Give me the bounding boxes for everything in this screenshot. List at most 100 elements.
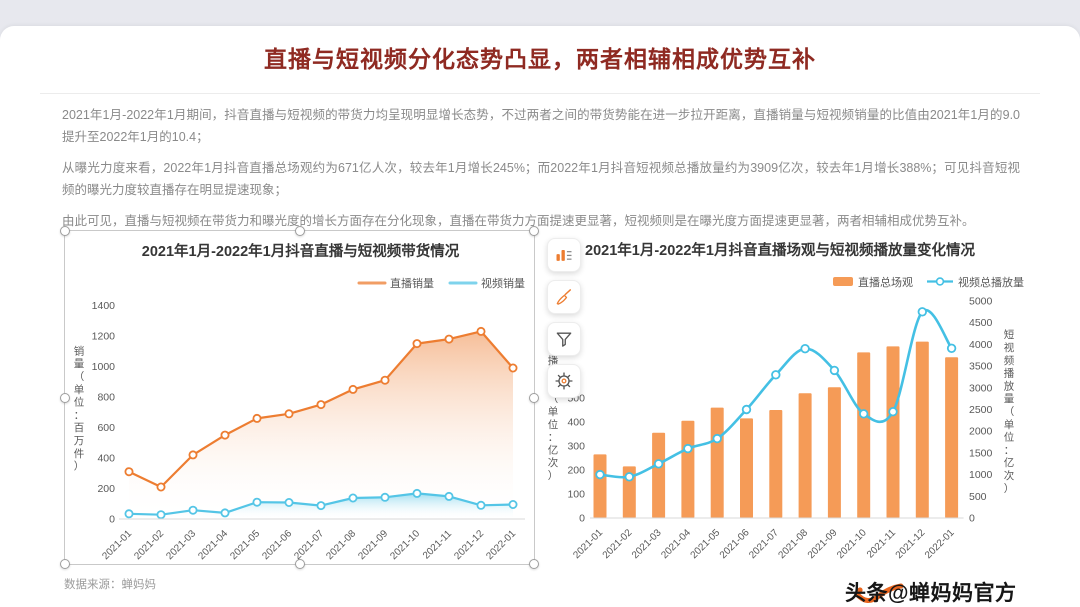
svg-text:放: 放 [1004, 379, 1015, 392]
y-axis-labels: 0 200 400 600 800 1000 1200 1400 [92, 300, 116, 526]
svg-text:：: ： [548, 432, 559, 444]
svg-text:百: 百 [74, 422, 85, 434]
line-markers [595, 307, 957, 482]
svg-text:2021-07: 2021-07 [292, 528, 326, 562]
selection-handle-top-middle[interactable] [294, 226, 305, 236]
svg-text:1200: 1200 [92, 331, 116, 343]
watermark: 头条@蝉妈妈官方 [845, 577, 1016, 607]
summary-paragraphs: 2021年1月-2022年1月期间，抖音直播与短视频的带货力均呈现明显增长态势，… [62, 104, 1020, 241]
svg-text:4500: 4500 [969, 317, 993, 329]
svg-text:2021-04: 2021-04 [196, 528, 230, 562]
paragraph-2: 从曝光力度来看，2022年1月抖音直播总场观约为671亿人次，较去年1月增长24… [62, 161, 1020, 197]
selection-handle-middle-left[interactable] [60, 392, 70, 403]
x-axis-labels: 2021-012021-022021-032021-042021-052021-… [571, 527, 957, 561]
svg-text:量: 量 [1004, 393, 1015, 405]
right-chart-object[interactable]: 2021年1月-2022年1月抖音直播场观与短视频播放量变化情况 直播总场观 视频总… [545, 230, 1035, 565]
selection-handle-bottom-left[interactable] [60, 559, 70, 569]
svg-text:2021-08: 2021-08 [776, 527, 810, 561]
title-divider [40, 93, 1040, 94]
svg-text:频: 频 [1004, 354, 1015, 367]
svg-text:2021-01: 2021-01 [100, 528, 134, 562]
svg-text:3000: 3000 [969, 382, 993, 394]
svg-text:亿: 亿 [1004, 456, 1015, 469]
svg-text:单: 单 [548, 406, 559, 418]
svg-text:1000: 1000 [969, 469, 993, 481]
svg-text:2022-01: 2022-01 [484, 528, 518, 562]
chart-type-icon [556, 250, 572, 261]
right-y-axis-title: 短视频播放量（单位：亿次） [1004, 328, 1015, 495]
svg-text:2021-11: 2021-11 [421, 528, 455, 562]
svg-text:）: ） [1004, 483, 1015, 495]
svg-text:4000: 4000 [969, 339, 993, 351]
svg-text:2021-12: 2021-12 [894, 527, 928, 561]
svg-text:2021-04: 2021-04 [659, 527, 693, 561]
svg-text:200: 200 [567, 465, 585, 477]
svg-text:播: 播 [548, 354, 559, 367]
svg-text:2021-10: 2021-10 [388, 528, 422, 562]
svg-text:800: 800 [97, 392, 115, 404]
svg-text:2021-05: 2021-05 [228, 528, 262, 562]
svg-text:位: 位 [74, 396, 85, 409]
selection-handle-top-right[interactable] [529, 226, 539, 236]
svg-text:次: 次 [548, 456, 559, 469]
svg-text:2021-08: 2021-08 [324, 528, 358, 562]
selection-handle-top-left[interactable] [60, 226, 70, 236]
svg-text:量: 量 [74, 358, 85, 370]
chart-style-button[interactable] [547, 280, 581, 314]
series-markers-0 [124, 326, 518, 492]
chart-settings-button[interactable] [547, 364, 581, 398]
svg-text:件: 件 [74, 448, 85, 460]
svg-text:400: 400 [567, 417, 585, 429]
svg-text:单: 单 [1004, 419, 1015, 431]
svg-text:直播销量: 直播销量 [390, 276, 434, 290]
chart-toolbar [547, 238, 581, 398]
svg-text:2022-01: 2022-01 [923, 527, 957, 561]
svg-text:视: 视 [1004, 341, 1015, 354]
svg-text:2000: 2000 [969, 426, 993, 438]
right-chart-legend: 直播总场观 视频总播放量 [833, 275, 1024, 289]
svg-text:2021-10: 2021-10 [835, 527, 869, 561]
chart-filter-button[interactable] [547, 322, 581, 356]
svg-text:万: 万 [74, 435, 85, 447]
right-chart: 2021年1月-2022年1月抖音直播场观与短视频播放量变化情况 直播总场观 视频总… [545, 230, 1035, 565]
svg-text:次: 次 [1004, 469, 1015, 482]
paragraph-3: 由此可见，直播与短视频在带货力和曝光度的增长方面存在分化现象，直播在带货力方面提… [62, 214, 975, 228]
selection-handle-middle-right[interactable] [529, 392, 539, 403]
left-chart: 2021年1月-2022年1月抖音直播与短视频带货情况 直播销量 视频销量 0 200 4… [65, 231, 534, 564]
left-chart-legend: 直播销量 视频销量 [357, 276, 525, 290]
selection-handle-bottom-middle[interactable] [294, 559, 305, 569]
svg-text:2021-11: 2021-11 [865, 527, 899, 561]
svg-text:2021-07: 2021-07 [747, 527, 781, 561]
svg-text:500: 500 [969, 491, 987, 503]
selection-handle-bottom-right[interactable] [529, 559, 539, 569]
svg-text:位: 位 [548, 418, 559, 431]
svg-text:（: （ [1004, 406, 1015, 418]
svg-text:：: ： [1004, 444, 1015, 456]
filter-icon [556, 332, 572, 347]
svg-text:0: 0 [109, 514, 115, 526]
svg-text:300: 300 [567, 441, 585, 453]
svg-text:200: 200 [97, 483, 115, 495]
chart-type-button[interactable] [547, 238, 581, 272]
svg-text:5000: 5000 [969, 296, 993, 308]
watermark-text: 头条@蝉妈妈官方 [845, 582, 1017, 605]
series-area-0 [129, 331, 513, 519]
svg-text:短: 短 [1004, 328, 1015, 341]
svg-text:亿: 亿 [548, 443, 559, 456]
data-source-note: 数据来源：蝉妈妈 [64, 579, 156, 591]
svg-text:2021-06: 2021-06 [718, 527, 752, 561]
svg-text:（: （ [74, 371, 85, 383]
right-y-axis-labels: 0 500 1000 1500 2000 2500 3000 3500 4000 4500 5000 [969, 296, 993, 525]
svg-text:400: 400 [97, 453, 115, 465]
svg-text:3500: 3500 [969, 361, 993, 373]
svg-text:100: 100 [567, 489, 585, 501]
svg-text:位: 位 [1004, 431, 1015, 444]
svg-text:2021-05: 2021-05 [689, 527, 723, 561]
svg-text:2021-02: 2021-02 [601, 527, 635, 561]
left-chart-object[interactable]: 2021年1月-2022年1月抖音直播与短视频带货情况 直播销量 视频销量 0 200 4… [60, 226, 539, 569]
svg-text:2021-02: 2021-02 [132, 528, 166, 562]
brush-icon [556, 289, 571, 305]
chanmama-logo-icon [854, 583, 904, 603]
